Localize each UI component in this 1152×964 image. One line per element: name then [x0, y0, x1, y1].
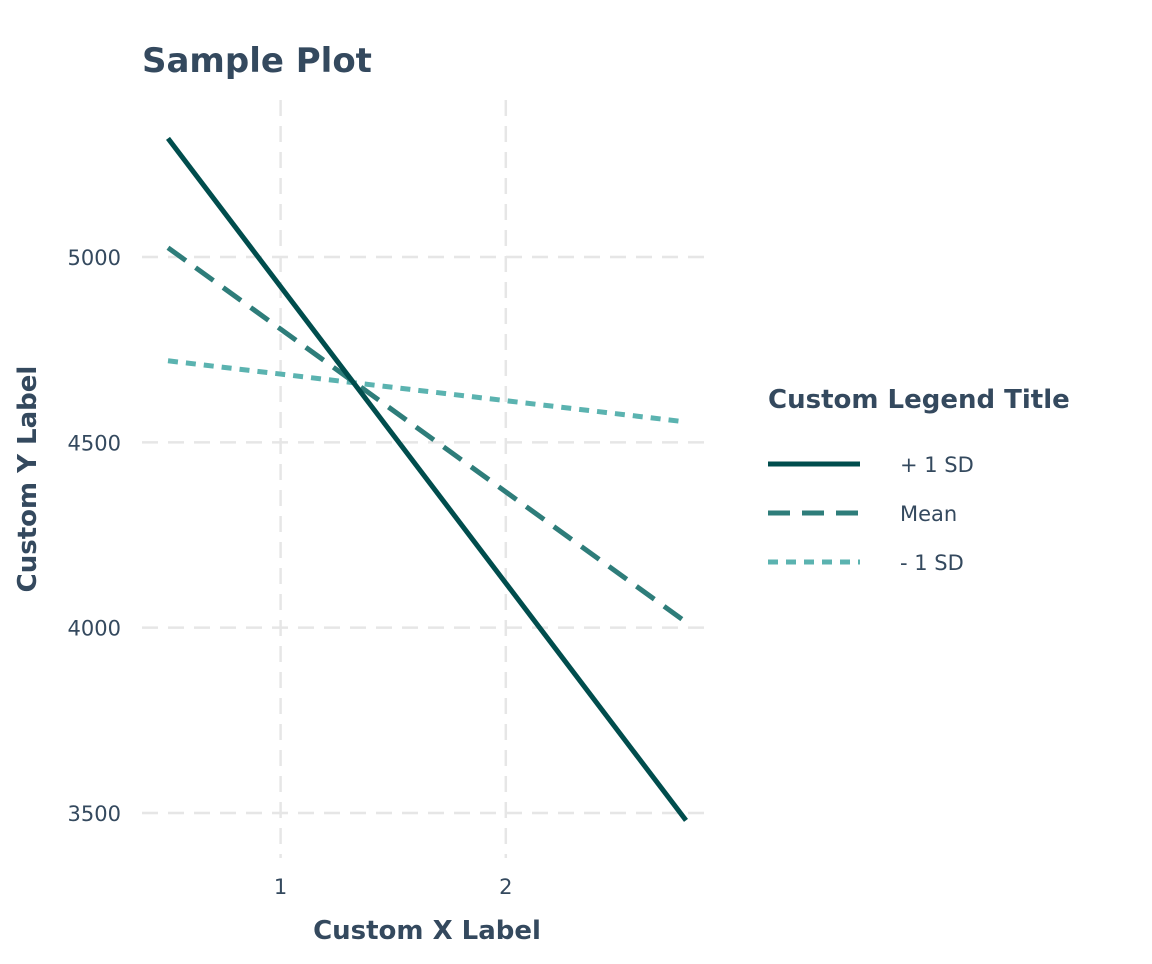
y-tick-label: 5000: [68, 246, 121, 270]
y-axis-ticks: 3500 4000 4500 5000: [68, 246, 121, 826]
legend-label: + 1 SD: [900, 453, 974, 477]
plot-lines: [166, 136, 688, 822]
series-line-mean: [166, 245, 688, 625]
series-line-1-sd: [166, 136, 688, 822]
y-tick-label: 3500: [68, 802, 121, 826]
x-tick-label: 1: [274, 875, 287, 899]
series-line-1-sd: [167, 358, 687, 425]
legend-title: Custom Legend Title: [768, 385, 1070, 415]
x-axis-label: Custom X Label: [313, 916, 541, 946]
y-axis-label: Custom Y Label: [13, 366, 43, 593]
legend-items: + 1 SD Mean - 1 SD: [768, 453, 974, 575]
y-tick-label: 4500: [68, 431, 121, 455]
y-tick-label: 4000: [68, 617, 121, 641]
legend-label: - 1 SD: [900, 551, 964, 575]
grid: [142, 100, 706, 858]
x-tick-label: 2: [499, 875, 512, 899]
legend: Custom Legend Title + 1 SD Mean - 1 SD: [768, 385, 1070, 575]
legend-label: Mean: [900, 502, 957, 526]
chart-title: Sample Plot: [142, 41, 372, 81]
